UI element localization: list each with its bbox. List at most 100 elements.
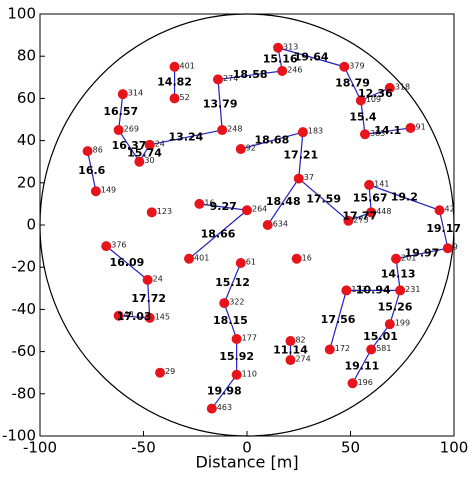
node-label: 109 <box>366 95 381 104</box>
edge <box>438 210 449 249</box>
y-tick-label: -40 <box>12 300 37 318</box>
node <box>442 243 453 254</box>
edge-label: 17.56 <box>321 313 356 326</box>
edge-label: 15.67 <box>353 192 388 205</box>
y-tick-label: -20 <box>12 258 37 276</box>
node-label: 318 <box>395 82 410 91</box>
edge <box>118 129 140 163</box>
x-tick-label: 50 <box>341 439 360 457</box>
edge-label: 16.37 <box>112 139 147 152</box>
node <box>262 220 273 230</box>
node <box>347 378 358 389</box>
x-tick-label: -100 <box>23 439 57 457</box>
node-label: 248 <box>227 125 242 134</box>
edge-label: 19.11 <box>344 359 379 372</box>
node-label: 231 <box>405 285 420 294</box>
edge-label: 17.77 <box>342 210 377 223</box>
node-label: 199 <box>395 319 410 328</box>
node-label: 634 <box>273 220 288 229</box>
edge <box>267 178 300 226</box>
node <box>285 336 296 347</box>
node <box>324 344 335 355</box>
node-label: 269 <box>124 125 139 134</box>
node <box>341 285 352 296</box>
node <box>231 369 242 380</box>
node-label: 448 <box>376 207 391 216</box>
x-axis-label: Distance [m] <box>195 453 298 472</box>
edge <box>277 47 345 68</box>
node <box>82 146 93 157</box>
node <box>113 310 124 321</box>
edge <box>188 209 248 260</box>
y-tick-label: -80 <box>12 384 37 402</box>
edge <box>360 100 366 135</box>
node <box>391 253 402 264</box>
node <box>134 156 145 167</box>
node <box>364 179 375 190</box>
node <box>235 257 246 268</box>
edge-label: 10.94 <box>356 283 391 296</box>
edge-label: 18.48 <box>266 195 301 208</box>
node-label: 86 <box>93 146 103 155</box>
edge <box>389 290 401 325</box>
node <box>117 89 128 100</box>
y-tick-label: 100 <box>7 5 36 23</box>
edge-label: 18.15 <box>213 314 248 327</box>
node-label: 313 <box>283 42 298 51</box>
node <box>405 122 416 133</box>
edge <box>298 178 349 222</box>
edge-label: 15.92 <box>219 350 254 363</box>
edge-label: 17.72 <box>131 292 166 305</box>
y-tick-label: 80 <box>17 47 36 65</box>
node <box>291 253 302 264</box>
node <box>144 139 155 150</box>
edge <box>149 129 223 146</box>
edge <box>87 151 97 192</box>
edge <box>368 184 440 211</box>
node-label: 82 <box>295 336 305 345</box>
edge-label: 14.82 <box>157 76 192 89</box>
edge-label: 16.6 <box>78 164 105 177</box>
node-label: 145 <box>155 312 170 321</box>
y-tick-label: -60 <box>12 342 37 360</box>
node-label: 383 <box>370 129 385 138</box>
node <box>144 312 155 323</box>
node-label: 273 <box>353 215 368 224</box>
node-label: 16 <box>302 253 312 262</box>
node-label: 322 <box>229 298 244 307</box>
edge-label: 16.09 <box>110 256 145 269</box>
edge-label: 15.4 <box>349 110 376 123</box>
edge-label: 16.57 <box>103 105 138 118</box>
node-label: 141 <box>374 179 389 188</box>
node-label: 274 <box>295 355 310 364</box>
node <box>90 186 101 197</box>
edge-label: 17.21 <box>283 148 318 161</box>
node-label: 92 <box>246 144 256 153</box>
node-label: 37 <box>304 173 314 182</box>
edge-label: 15.01 <box>363 330 398 343</box>
edge <box>352 349 372 384</box>
node <box>169 93 180 104</box>
edge <box>118 315 150 319</box>
node-label: 196 <box>358 378 373 387</box>
edge <box>329 290 347 350</box>
node <box>169 61 180 72</box>
node-label: 581 <box>376 344 391 353</box>
edge-label: 18.66 <box>201 227 236 240</box>
edge-label: 13.24 <box>169 130 204 143</box>
node-label: 123 <box>157 207 172 216</box>
node <box>285 355 296 366</box>
edge-label: 18.79 <box>335 77 370 90</box>
node-label: 91 <box>416 122 426 131</box>
y-tick-label: 60 <box>17 89 36 107</box>
edge <box>298 132 304 179</box>
edge-label: 19.2 <box>391 191 418 204</box>
edge <box>395 258 401 291</box>
node <box>142 274 153 285</box>
y-tick-label: 0 <box>26 216 36 234</box>
edge-label: 18.58 <box>233 68 268 81</box>
x-tick-label: 0 <box>242 439 252 457</box>
y-tick-label: 40 <box>17 131 36 149</box>
edge <box>370 323 391 350</box>
